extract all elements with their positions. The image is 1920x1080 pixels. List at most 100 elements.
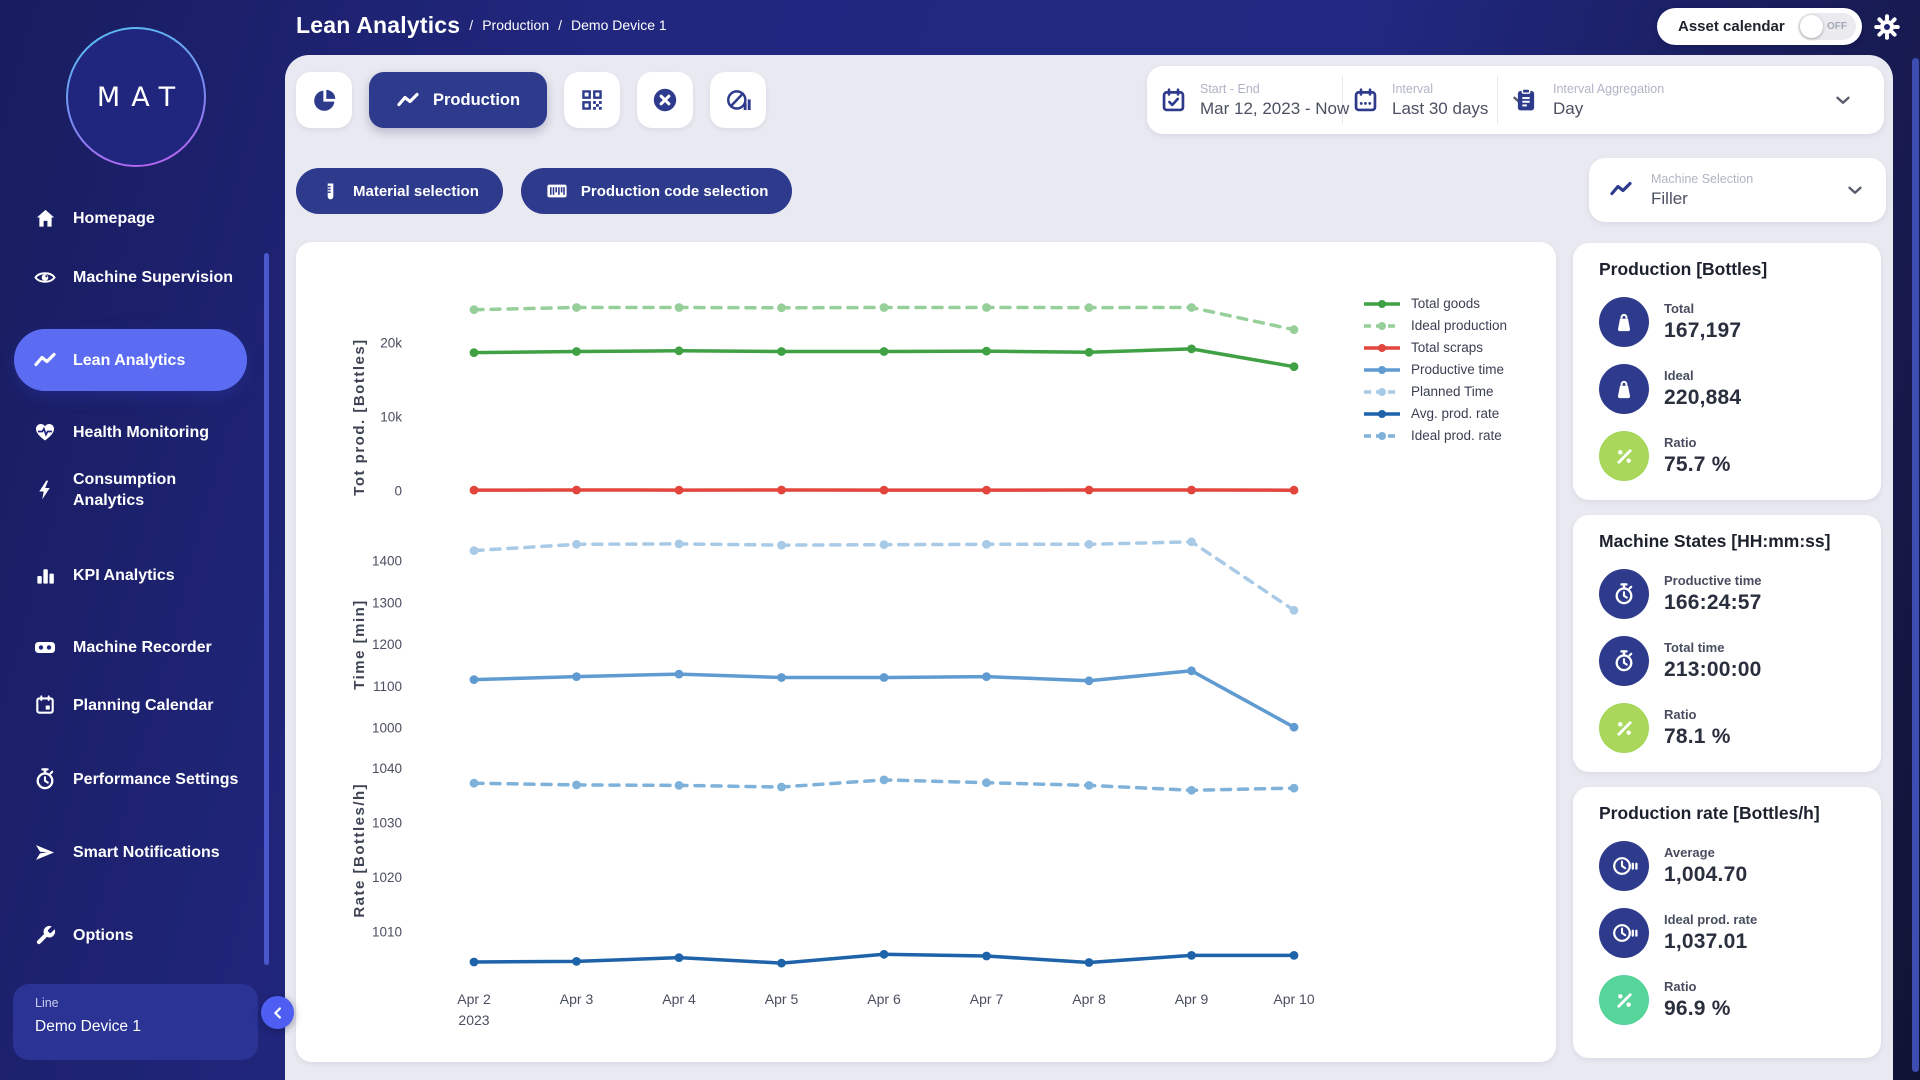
sidebar-item-options[interactable]: Options [0,913,262,957]
tab-label: Production [433,90,521,109]
x-tick: Apr 4 [662,991,696,1007]
data-point [469,546,479,555]
date-control-start-end[interactable]: Start - End Mar 12, 2023 - Now [1160,66,1349,134]
trend-icon [1609,177,1636,204]
page-scrollbar[interactable] [1912,58,1919,1072]
tab-button-qr-icon[interactable] [564,72,621,128]
data-point [1289,325,1299,335]
production-code-selection-button[interactable]: Production code selection [520,168,793,214]
data-point [777,347,786,356]
stat-row-ideal: Ideal 220,884 [1599,364,1871,414]
data-point [1084,781,1094,790]
sidebar-item-label: Planning Calendar [73,696,214,714]
x-tick: Apr 5 [765,991,799,1007]
legend-item-total-scraps[interactable]: Total scraps [1362,340,1507,355]
calendar-check-icon [1160,87,1187,114]
legend-item-ideal-prod-rate[interactable]: Ideal prod. rate [1362,428,1507,443]
sidebar-item-label: Machine Supervision [73,268,234,286]
series-line-planned-time [472,540,1296,613]
stat-label: Ideal prod. rate [1664,912,1758,927]
data-point [1187,666,1196,676]
weight-icon [1599,297,1649,347]
tab-production[interactable]: Production [369,72,548,128]
data-point [469,348,479,357]
data-point [879,775,889,785]
date-control-interval[interactable]: Interval Last 30 days [1352,66,1531,134]
data-point [1187,344,1196,354]
main-content: Production Start - End Mar 12, 2023 - Now… [285,55,1893,1080]
data-point [777,540,786,550]
data-point [674,303,684,312]
y-tick: 1300 [372,595,402,610]
material-selection-button[interactable]: Material selection [296,168,503,214]
stat-value: 220,884 [1664,386,1742,409]
tab-button-gauge-icon[interactable] [710,72,767,128]
recorder-icon [33,635,57,659]
tab-button-pie-icon[interactable] [296,72,352,128]
clock-speed-icon [1599,908,1649,958]
legend-item-avg-prod-rate[interactable]: Avg. prod. rate [1362,406,1507,421]
x-tick-year: 2023 [458,1012,489,1028]
control-value: Last 30 days [1392,98,1489,118]
stat-label: Ratio [1664,979,1697,994]
gear-icon[interactable] [1872,12,1902,42]
stopwatch-icon [1599,636,1649,686]
stat-row-average: Average 1,004.70 [1599,841,1871,891]
date-control-interval-aggregation[interactable]: Interval Aggregation Day [1513,66,1868,134]
sidebar-item-kpi-analytics[interactable]: KPI Analytics [0,553,262,597]
legend-swatch [1364,343,1400,352]
panel-title: Production [Bottles] [1599,259,1768,279]
heart-pulse-icon [33,420,57,444]
legend-item-ideal-production[interactable]: Ideal production [1362,318,1507,333]
wrench-icon [33,923,57,947]
x-tick: Apr 10 [1273,991,1314,1007]
sidebar-item-machine-recorder[interactable]: Machine Recorder [0,625,262,669]
sidebar-collapse-button[interactable] [261,996,294,1029]
sidebar-item-consumption-analytics[interactable]: Consumption Analytics [0,468,262,512]
tab-button-x-circle-icon[interactable] [637,72,694,128]
legend-label: Ideal prod. rate [1411,428,1502,443]
breadcrumb-separator: / [469,17,474,33]
asset-calendar-label: Asset calendar [1678,18,1785,35]
sidebar-item-performance-settings[interactable]: Performance Settings [0,757,262,801]
sidebar-item-planning-calendar[interactable]: Planning Calendar [0,683,262,727]
data-point [469,485,479,495]
data-point [982,346,991,356]
legend-item-planned-time[interactable]: Planned Time [1362,384,1507,399]
sidebar-item-lean-analytics[interactable]: Lean Analytics [14,329,247,391]
breadcrumb: Lean Analytics / Production / Demo Devic… [296,0,667,50]
line-label: Line [35,996,59,1010]
data-point [777,485,786,495]
machine-selection-dropdown[interactable]: Machine Selection Filler [1589,158,1886,222]
breadcrumb-production[interactable]: Production [482,17,550,33]
eye-icon [33,265,57,289]
control-value: Mar 12, 2023 - Now [1200,98,1350,118]
data-point [572,539,581,549]
y-axis-label: Tot prod. [Bottles] [351,338,368,495]
legend-label: Planned Time [1411,384,1494,399]
sidebar-item-label: Homepage [73,209,155,227]
breadcrumb-device[interactable]: Demo Device 1 [571,17,667,33]
chevron-down-icon [1844,179,1866,201]
sidebar-item-label: Options [73,926,134,944]
stat-value: 96.9 % [1664,997,1731,1020]
sidebar-item-health-monitoring[interactable]: Health Monitoring [0,410,262,454]
data-point [777,303,786,313]
data-point [1289,485,1299,495]
sidebar-item-smart-notifications[interactable]: Smart Notifications [0,830,262,874]
sidebar-item-homepage[interactable]: Homepage [0,196,262,240]
data-point [982,303,991,312]
data-point [777,673,786,682]
line-device-selector[interactable]: Line Demo Device 1 [13,984,258,1060]
panel-machine-states-hh-mm-ss: Machine States [HH:mm:ss] Productive time… [1573,515,1881,772]
stat-label: Average [1664,845,1715,860]
asset-calendar-toggle[interactable]: OFF [1798,13,1856,40]
legend-item-total-goods[interactable]: Total goods [1362,296,1507,311]
data-point [1084,347,1094,357]
barcode-icon [545,179,569,203]
data-point [674,346,684,356]
panel-production-bottles: Production [Bottles] Total 167,197 Ideal 220… [1573,243,1881,500]
sidebar-item-machine-supervision[interactable]: Machine Supervision [0,255,262,299]
sidebar-scrollbar[interactable] [264,253,269,965]
legend-item-productive-time[interactable]: Productive time [1362,362,1507,377]
